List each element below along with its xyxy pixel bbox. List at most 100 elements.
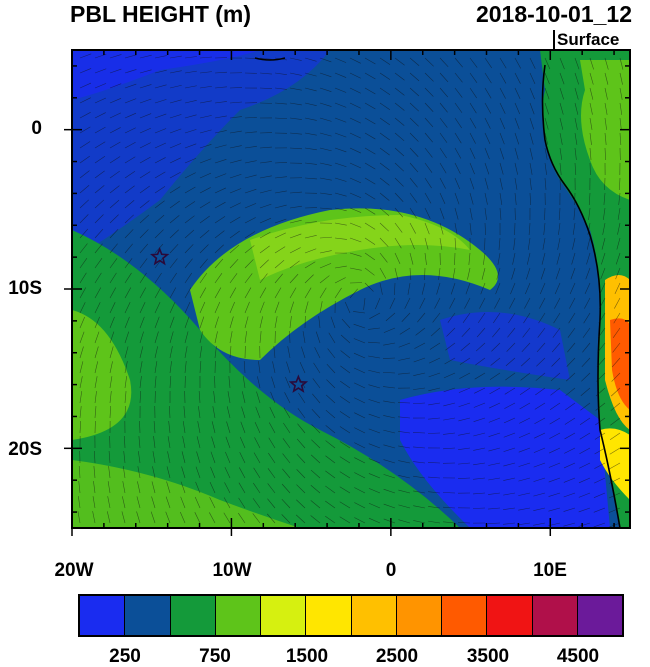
wind-barb [553,312,561,324]
wind-barb [214,115,227,119]
wind-barb [551,342,561,353]
wind-barb [354,412,366,419]
wind-barb [413,520,426,524]
wind-barb [385,312,396,322]
wind-barb [199,272,208,284]
wind-barb [409,192,418,203]
wind-barb [394,72,405,81]
wind-barb [283,422,291,434]
wind-barb [271,376,276,389]
wind-barb [214,287,222,299]
wind-barb [334,287,342,299]
wind-barb [484,222,486,235]
wind-barb [415,327,426,336]
wind-barb [139,156,151,164]
wind-barb [443,506,456,509]
wind-barb [344,301,351,314]
wind-barb [94,376,98,389]
wind-barb [368,399,381,404]
wind-barb [616,237,621,250]
wind-barb [79,155,90,164]
wind-barb [604,132,607,145]
wind-barb [458,402,471,408]
wind-barb [589,117,593,130]
wind-barb [397,402,411,404]
field-low-north [72,50,330,260]
wind-barb [499,117,506,130]
wind-barb [169,361,172,374]
wind-barb [439,192,446,205]
wind-barb [139,185,150,194]
wind-barb [375,297,381,310]
wind-barb [199,316,205,329]
wind-barb [94,156,106,164]
wind-barb [259,316,263,329]
wind-barb [319,236,332,239]
wind-barb [94,141,106,149]
wind-barb [493,312,501,324]
wind-barb [229,316,234,329]
wind-barb [184,361,187,374]
wind-barb [529,87,535,100]
wind-barb [413,357,426,363]
wind-barb [419,297,426,309]
wind-barb [574,102,579,115]
wind-barb [274,162,287,164]
wind-barb [334,237,347,240]
wind-barb [394,207,404,218]
wind-barb [325,485,336,494]
wind-barb [169,272,177,284]
wind-barb [595,387,606,397]
wind-barb [549,402,561,410]
field-green-south [72,230,460,528]
wind-barb [458,432,471,436]
wind-barb [214,346,217,359]
wind-barb [339,456,351,464]
wind-barb [599,282,606,295]
wind-barb [226,406,231,419]
wind-barb [325,394,336,404]
wind-barb [368,458,381,464]
wind-barb [424,102,434,112]
wind-barb [514,192,517,205]
wind-barb [211,436,216,449]
colorbar-cell-8 [442,596,488,635]
wind-barb [533,522,546,526]
wind-barb [304,248,317,254]
wind-barb [136,511,141,524]
wind-barb [529,57,536,69]
wind-barb [229,173,242,179]
wind-barb [229,273,238,284]
wind-barb [383,400,396,404]
colorbar-label-250: 250 [109,646,141,667]
wind-barb [296,484,306,494]
wind-barb [499,162,504,175]
wind-barb [244,188,257,194]
wind-barb [154,157,166,164]
wind-barb [139,69,152,74]
wind-barb [184,244,194,254]
wind-barb [259,245,270,254]
wind-barb [154,301,161,314]
wind-barb [124,142,136,149]
wind-barb [488,417,501,423]
wind-barb [287,346,291,359]
wind-barb [364,192,376,200]
wind-barb [619,87,623,100]
wind-barb [368,428,381,434]
wind-barb [334,162,347,168]
wind-barb [383,459,396,464]
wind-barb [108,451,111,464]
wind-barb [94,185,105,194]
wind-barb [510,282,516,295]
wind-barb [289,72,302,76]
wind-barb [197,421,201,434]
wind-barb [424,162,433,173]
wind-barb [339,426,351,434]
wind-barb [184,272,192,284]
wind-barb [354,502,366,509]
wind-barb [574,162,577,175]
wind-barb [439,132,448,143]
map-title: PBL HEIGHT (m) [70,1,252,27]
